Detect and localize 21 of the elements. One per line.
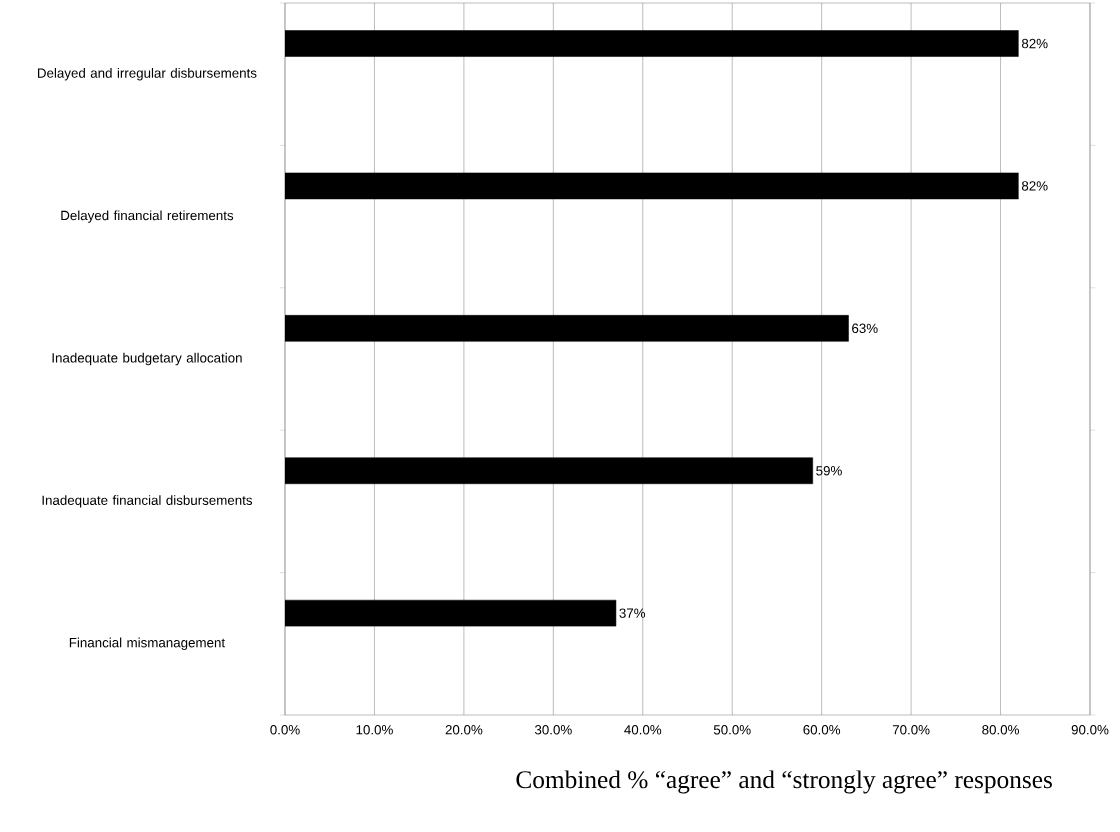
x-axis-title: Combined % “agree” and “strongly agree” responses bbox=[516, 770, 1052, 794]
data-label: 63% bbox=[852, 323, 878, 334]
x-tick-label: 70.0% bbox=[892, 725, 930, 735]
x-tick-label: 60.0% bbox=[803, 725, 841, 735]
x-tick-label: 90.0% bbox=[1071, 725, 1109, 735]
y-tick-label: Inadequate budgetary allocation bbox=[52, 352, 242, 366]
x-tick-label: 30.0% bbox=[534, 725, 572, 735]
y-tick-label: Inadequate financial disbursements bbox=[42, 495, 253, 508]
x-tick-label: 50.0% bbox=[713, 725, 751, 735]
data-label: 37% bbox=[619, 608, 646, 618]
x-tick-label: 20.0% bbox=[445, 725, 483, 735]
x-tick-label: 40.0% bbox=[624, 725, 662, 735]
y-tick-label: Delayed and irregular disbursements bbox=[37, 67, 257, 81]
data-label: 82% bbox=[1021, 38, 1048, 49]
data-label: 82% bbox=[1021, 181, 1048, 191]
x-tick-label: 10.0% bbox=[356, 725, 393, 735]
data-label: 59% bbox=[816, 466, 842, 476]
y-tick-label: Financial mismanagement bbox=[69, 637, 226, 651]
x-tick-label: 0.0% bbox=[270, 725, 300, 735]
y-tick-label: Delayed financial retirements bbox=[61, 210, 234, 223]
x-tick-label: 80.0% bbox=[982, 725, 1019, 735]
